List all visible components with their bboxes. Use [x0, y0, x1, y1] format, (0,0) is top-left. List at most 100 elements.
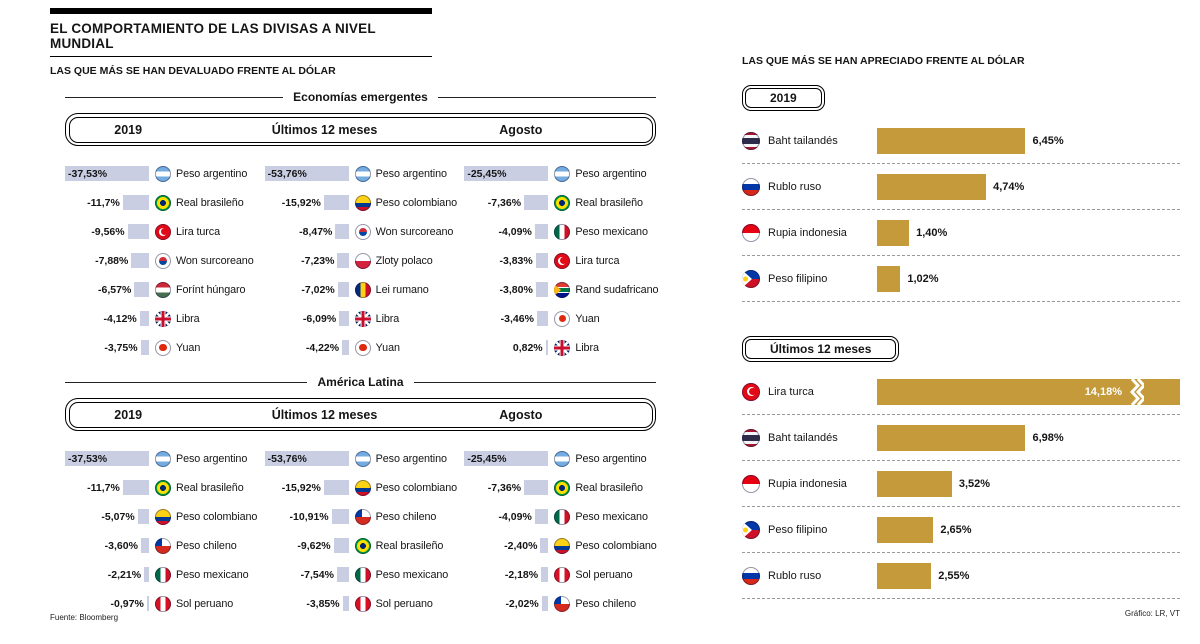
devaluation-row: -15,92% Peso colombiano: [265, 188, 457, 217]
value-label: 0,82%: [512, 341, 543, 354]
devaluation-row: -3,80% Rand sudafricano: [464, 275, 658, 304]
bar-area: -4,09%: [464, 509, 549, 524]
value-label: -0,97%: [110, 597, 144, 610]
chart-column-2019: -37,53% Peso argentino -11,7% Real brasileñ…: [65, 159, 257, 362]
bar-area: -8,47%: [265, 224, 349, 239]
column-headers-latam: 2019 Últimos 12 meses Agosto: [65, 398, 656, 431]
devaluation-row: -6,09% Libra: [265, 304, 457, 333]
brazil-flag-icon: [155, 479, 171, 496]
devaluation-row: -2,18% Sol peruano: [464, 560, 656, 589]
mexico-flag-icon: [354, 566, 371, 583]
currency-label: Peso filipino: [768, 523, 828, 536]
devaluation-row: -53,76% Peso argentino: [264, 444, 457, 473]
bar-track: 1,02%: [877, 265, 1180, 292]
value-bar: [877, 562, 932, 589]
devaluation-row: -4,09% Peso mexicano: [464, 217, 656, 246]
value-label: -5,07%: [101, 510, 135, 523]
brazil-flag-icon: [155, 194, 171, 211]
value-bar: [65, 166, 149, 181]
value-bar: [464, 166, 549, 181]
currency-label: Peso argentino: [375, 167, 447, 180]
chart-column-últimos-12-meses: -53,76% Peso argentino -15,92% Peso colombi…: [264, 444, 457, 618]
value-bar: [337, 282, 349, 297]
column-header-agosto: Agosto: [499, 407, 543, 422]
currency-label: Peso argentino: [176, 452, 248, 465]
currency-label: Peso argentino: [176, 167, 248, 180]
appreciated-12-meses-chart: Lira turca 14,18% Baht tailandés 6,98% Rupia…: [742, 369, 1180, 599]
devalued-subtitle: LAS QUE MÁS SE HAN DEVALUADO FRENTE AL D…: [50, 65, 336, 77]
currency-cell: Rublo ruso: [742, 566, 877, 585]
bar-area: -7,23%: [265, 253, 349, 268]
value-label: -9,56%: [91, 225, 125, 238]
southkorea-flag-icon: [155, 252, 171, 269]
argentina-flag-icon: [554, 165, 571, 182]
axis-break-icon: [1129, 378, 1144, 405]
value-bar: [144, 567, 149, 582]
devaluation-row: -2,21% Peso mexicano: [65, 560, 257, 589]
bar-area: -37,53%: [65, 451, 149, 466]
value-label: -3,80%: [499, 283, 533, 296]
value-label: -8,47%: [299, 225, 333, 238]
bar-area: -4,22%: [265, 340, 349, 355]
indonesia-flag-icon: [742, 474, 760, 493]
value-bar: [339, 311, 349, 326]
value-label: -9,62%: [297, 539, 331, 552]
currency-label: Lei rumano: [375, 283, 429, 296]
appreciation-row: Baht tailandés 6,45%: [742, 118, 1180, 164]
value-label: -7,54%: [300, 568, 334, 581]
bar-area: -2,18%: [464, 567, 549, 582]
bar-track: 3,52%: [877, 470, 1180, 497]
devaluation-row: -3,46% Yuan: [464, 304, 656, 333]
chart-column-2019: -37,53% Peso argentino -11,7% Real brasileñ…: [65, 444, 257, 618]
brazil-flag-icon: [354, 537, 371, 554]
bar-area: -3,75%: [65, 340, 149, 355]
devaluation-row: -5,07% Peso colombiano: [65, 502, 257, 531]
value-label: -37,53%: [68, 167, 108, 180]
currency-label: Peso colombiano: [375, 196, 457, 209]
currency-label: Peso filipino: [768, 272, 828, 285]
bar-area: -3,60%: [65, 538, 149, 553]
colombia-flag-icon: [554, 537, 571, 554]
currency-cell: Peso filipino: [742, 269, 877, 288]
value-bar: [534, 224, 549, 239]
value-bar: [877, 173, 987, 200]
period-pill-12-meses: Últimos 12 meses: [742, 336, 900, 362]
page-title: EL COMPORTAMIENTO DE LAS DIVISAS A NIVEL…: [50, 21, 376, 51]
bar-area: -2,21%: [65, 567, 149, 582]
column-header-2019: 2019: [114, 122, 143, 137]
devaluation-row: -7,02% Lei rumano: [265, 275, 457, 304]
devaluation-row: -10,91% Peso chileno: [265, 502, 457, 531]
value-bar: [877, 424, 1026, 451]
value-label: -7,02%: [301, 283, 335, 296]
appreciated-subtitle: LAS QUE MÁS SE HAN APRECIADO FRENTE AL D…: [742, 55, 1025, 67]
appreciation-row: Peso filipino 2,65%: [742, 507, 1180, 553]
devaluation-row: -6,57% Forínt húngaro: [65, 275, 257, 304]
chile-flag-icon: [155, 537, 171, 554]
appreciation-row: Lira turca 14,18%: [742, 369, 1180, 415]
currency-label: Peso chileno: [176, 539, 237, 552]
value-label: -53,76%: [267, 167, 307, 180]
latin-america-chart: -37,53% Peso argentino -11,7% Real brasileñ…: [65, 444, 657, 618]
philippines-flag-icon: [742, 269, 760, 288]
currency-label: Won surcoreano: [375, 225, 454, 238]
column-header-12-meses: Últimos 12 meses: [271, 407, 378, 422]
bar-area: -4,09%: [464, 224, 549, 239]
value-label: -7,36%: [487, 196, 522, 209]
value-label: -11,7%: [87, 481, 120, 494]
value-label: -2,18%: [504, 568, 539, 581]
mexico-flag-icon: [155, 566, 171, 583]
column-header-agosto: Agosto: [499, 122, 543, 137]
currency-label: Rupia indonesia: [768, 226, 847, 239]
value-bar: [333, 538, 349, 553]
bar-area: -25,45%: [464, 451, 549, 466]
russia-flag-icon: [742, 177, 760, 196]
emerging-economies-chart: -37,53% Peso argentino -11,7% Real brasileñ…: [65, 159, 658, 362]
hungary-flag-icon: [155, 281, 171, 298]
colombia-flag-icon: [354, 479, 371, 496]
bar-area: -3,83%: [464, 253, 549, 268]
value-label: -4,09%: [498, 510, 532, 523]
currency-label: Forínt húngaro: [176, 283, 246, 296]
mexico-flag-icon: [554, 508, 571, 525]
value-label: -7,88%: [95, 254, 129, 267]
value-bar: [877, 516, 934, 543]
